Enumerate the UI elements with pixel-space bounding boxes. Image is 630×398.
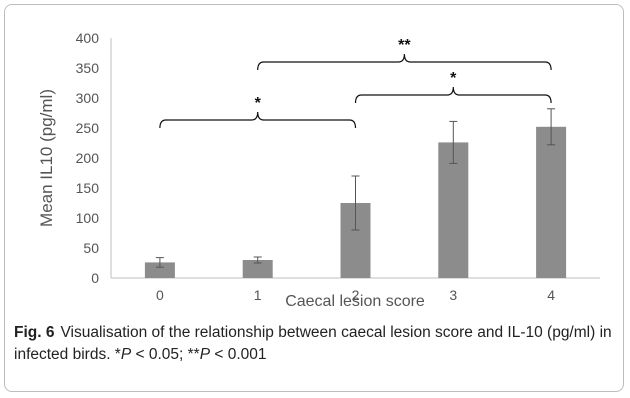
error-bar [155,257,164,268]
bar [536,126,567,278]
x-tick-label: 3 [449,287,457,303]
caption-p-symbol-2: P [199,346,211,363]
significance-label: * [450,70,457,87]
y-tick-label: 100 [76,210,100,226]
caption-text-3: < 0.001 [210,346,267,363]
y-tick-label: 300 [76,90,100,106]
y-tick-label: 400 [76,30,100,46]
y-tick-label: 350 [76,60,100,76]
caption-p-symbol-1: P [120,346,132,363]
x-tick-label: 0 [156,287,164,303]
bracket-path [257,53,552,71]
error-bar [253,256,262,264]
x-tick-label: 1 [254,287,262,303]
y-tick-label: 0 [91,270,99,286]
y-tick-label: 250 [76,120,100,136]
x-tick-label: 4 [547,287,555,303]
figure-caption: Fig. 6 Visualisation of the relationship … [14,322,612,366]
error-bar [449,120,458,164]
y-axis-label: Mean IL10 (pg/ml) [37,89,56,227]
caption-text-1: Visualisation of the relationship betwee… [14,324,612,363]
bar [438,142,469,278]
x-tick-label: 2 [352,287,360,303]
significance-bracket: * [354,70,552,104]
y-tick-label: 50 [83,240,99,256]
x-axis-label: Caecal lesion score [285,293,425,310]
y-tick-label: 150 [76,180,100,196]
caption-text-2: < 0.05; ** [131,346,200,363]
error-bar [547,108,556,146]
significance-label: ** [398,37,411,54]
y-tick-label: 200 [76,150,100,166]
bracket-path [159,111,357,129]
figure-frame [4,4,624,392]
bar [242,260,273,278]
significance-label: * [255,95,262,112]
figure-label: Fig. 6 [14,324,55,341]
bracket-path [354,86,552,104]
significance-bracket: * [159,95,357,129]
significance-bracket: ** [257,37,552,71]
error-bar [351,175,360,231]
bar [144,262,175,278]
